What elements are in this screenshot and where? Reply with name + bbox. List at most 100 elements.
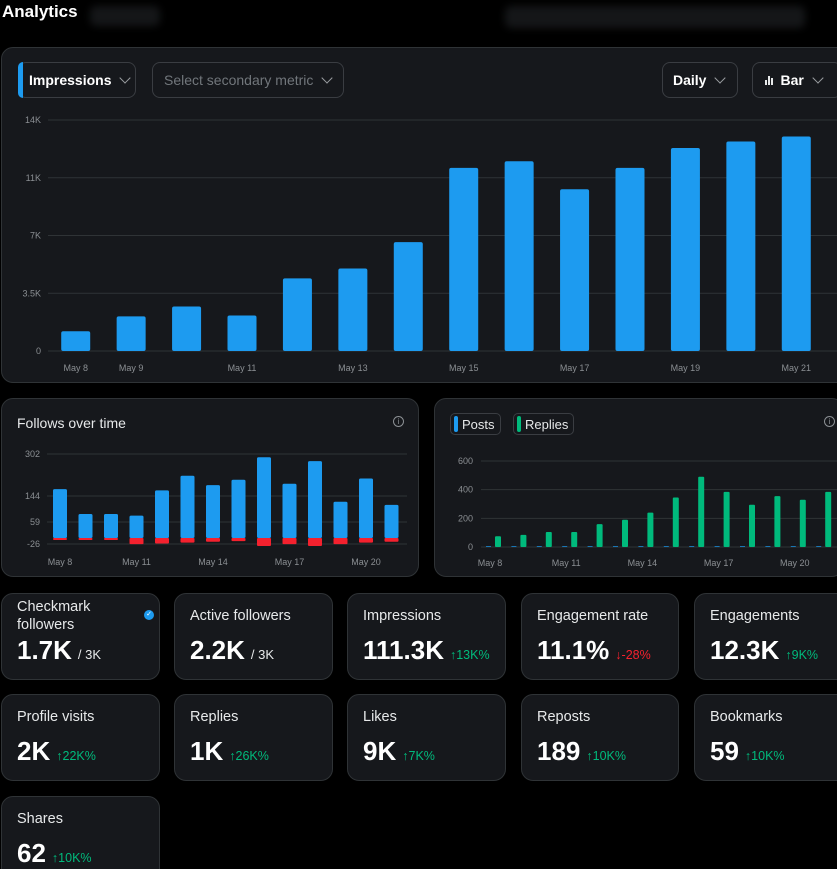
- stat-value-row: 2K ↑22K%: [17, 736, 96, 767]
- x-tick-label: May 19: [671, 363, 701, 373]
- stat-delta: ↑9K%: [785, 648, 819, 662]
- follows-bar: [257, 457, 271, 538]
- unfollows-bar: [104, 538, 118, 540]
- stat-value-row: 9K ↑7K%: [363, 736, 435, 767]
- unfollows-bar: [384, 538, 399, 542]
- stat-value-row: 1.7K / 3K: [17, 635, 101, 666]
- x-tick-label: May 20: [780, 558, 810, 568]
- stat-card[interactable]: Likes 9K ↑7K%: [347, 694, 506, 781]
- stat-delta: ↑10K%: [744, 749, 785, 763]
- stat-card[interactable]: Impressions 111.3K ↑13K%: [347, 593, 506, 680]
- replies-bar: [672, 497, 679, 547]
- bar: [116, 316, 146, 351]
- unfollows-bar: [129, 538, 144, 545]
- x-tick-label: May 21: [782, 363, 812, 373]
- posts-bar: [587, 546, 593, 547]
- stat-card[interactable]: Active followers 2.2K / 3K: [174, 593, 333, 680]
- replies-bar: [698, 476, 705, 547]
- stat-value: 2K: [17, 736, 51, 766]
- stat-card[interactable]: Shares 62 ↑10K%: [1, 796, 160, 869]
- secondary-metric-select[interactable]: Select secondary metric: [152, 62, 344, 98]
- posts-bar: [790, 546, 796, 547]
- x-tick-label: May 11: [552, 558, 581, 568]
- replies-bar: [520, 534, 527, 547]
- stat-value-row: 11.1% ↓-28%: [537, 635, 651, 666]
- x-tick-label: May 9: [119, 363, 144, 373]
- stat-card[interactable]: Engagements 12.3K ↑9K%: [694, 593, 837, 680]
- stat-card[interactable]: Reposts 189 ↑10K%: [521, 694, 679, 781]
- y-tick-label: 600: [458, 456, 473, 466]
- stat-label: Impressions: [363, 608, 442, 624]
- posts-bar: [765, 546, 771, 547]
- replies-swatch: [517, 416, 521, 432]
- bar: [726, 141, 756, 351]
- posts-bar: [511, 546, 517, 547]
- follows-bar: [359, 478, 373, 538]
- stat-value-row: 62 ↑10K%: [17, 838, 92, 869]
- unfollows-bar: [78, 538, 93, 540]
- verified-badge-icon: ✓: [144, 610, 154, 620]
- unfollows-bar: [333, 538, 348, 545]
- posts-bar: [740, 546, 745, 547]
- info-icon[interactable]: i: [824, 416, 835, 427]
- y-tick-label: 144: [25, 491, 40, 501]
- follows-bar: [129, 515, 144, 538]
- bar: [338, 268, 368, 351]
- follows-bar: [231, 479, 246, 538]
- x-tick-label: May 20: [351, 557, 381, 567]
- stat-value-row: 1K ↑26K%: [190, 736, 269, 767]
- unfollows-bar: [155, 538, 169, 544]
- legend-posts[interactable]: Posts: [450, 413, 501, 435]
- stat-card[interactable]: Checkmark followers ✓ 1.7K / 3K: [1, 593, 160, 680]
- bar: [560, 189, 590, 351]
- stat-label: Checkmark followers: [17, 599, 91, 633]
- posts-bar: [638, 546, 644, 547]
- stat-card[interactable]: Profile visits 2K ↑22K%: [1, 694, 160, 781]
- stat-value: 111.3K: [363, 635, 444, 665]
- posts-bar: [663, 546, 669, 547]
- follows-bar: [78, 514, 93, 538]
- stat-value-row: 2.2K / 3K: [190, 635, 274, 666]
- replies-bar: [622, 519, 628, 547]
- stat-label: Replies: [190, 709, 239, 725]
- legend-posts-label: Posts: [462, 416, 495, 432]
- stat-delta: ↓-28%: [615, 648, 651, 662]
- replies-bar: [596, 524, 603, 547]
- x-tick-label: May 13: [338, 363, 368, 373]
- stat-delta: ↑7K%: [402, 749, 435, 763]
- stat-card[interactable]: Engagement rate 11.1% ↓-28%: [521, 593, 679, 680]
- replies-bar: [545, 531, 552, 547]
- stat-value: 12.3K: [710, 635, 780, 665]
- stat-card[interactable]: Replies 1K ↑26K%: [174, 694, 333, 781]
- primary-metric-select[interactable]: Impressions: [18, 62, 136, 98]
- bar: [61, 331, 91, 351]
- posts-bar: [562, 546, 568, 547]
- y-tick-label: 14K: [25, 115, 41, 125]
- legend-replies[interactable]: Replies: [513, 413, 575, 435]
- posts-bar: [689, 546, 695, 547]
- stat-value: 1.7K: [17, 635, 72, 665]
- chart-type-select[interactable]: Bar: [752, 62, 837, 98]
- stat-label: Shares: [17, 811, 63, 827]
- stat-label: Bookmarks: [710, 709, 783, 725]
- posts-replies-bar-chart: 0 200 400 600 May 8 May 11 May 14 May 17 May 20: [458, 456, 837, 568]
- follows-bar: [180, 475, 195, 538]
- stat-label: Likes: [363, 709, 397, 725]
- bar: [670, 148, 700, 351]
- interval-label: Daily: [673, 72, 707, 88]
- interval-select[interactable]: Daily: [662, 62, 738, 98]
- follows-bar: [53, 489, 67, 538]
- posts-bar: [486, 546, 491, 547]
- x-tick-label: May 14: [198, 557, 228, 567]
- x-tick-label: May 17: [275, 557, 305, 567]
- unfollows-bar: [180, 538, 195, 543]
- bar: [172, 306, 202, 351]
- stat-value: 1K: [190, 736, 224, 766]
- x-tick-label: May 8: [48, 557, 73, 567]
- info-icon[interactable]: i: [393, 416, 404, 427]
- stat-delta: ↑10K%: [586, 749, 626, 763]
- stat-delta: ↑10K%: [51, 851, 92, 865]
- stat-card[interactable]: Bookmarks 59 ↑10K%: [694, 694, 837, 781]
- follows-bar: [155, 490, 169, 538]
- unfollows-bar: [359, 538, 373, 543]
